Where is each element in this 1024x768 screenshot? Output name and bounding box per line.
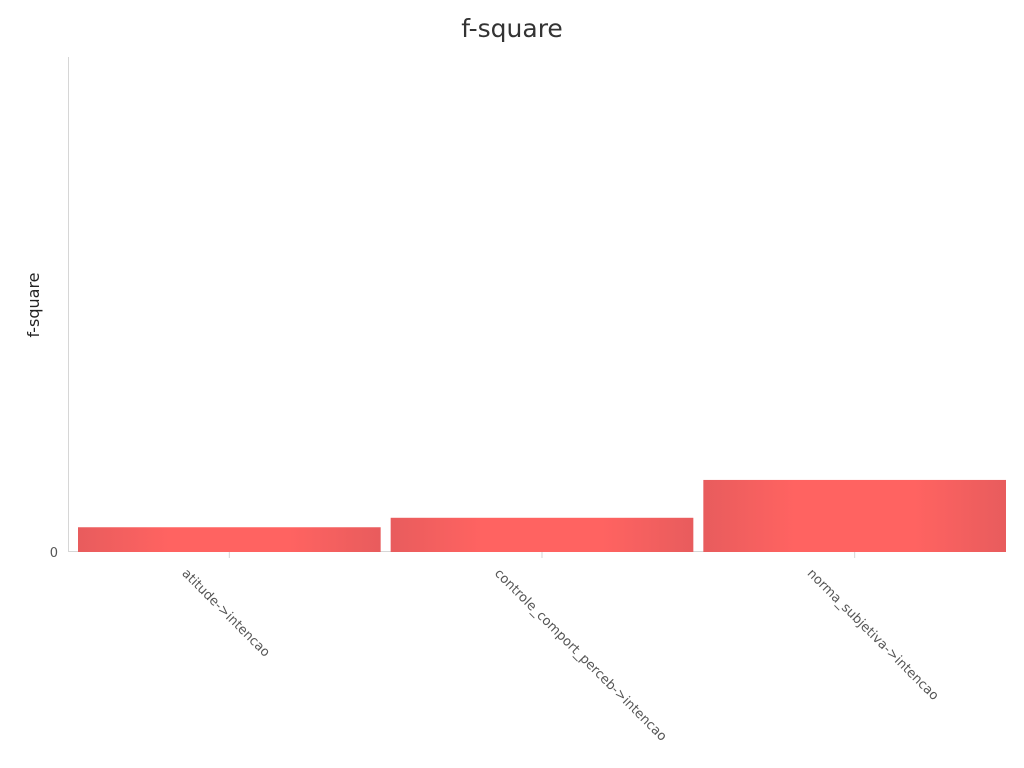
x-ticks-group: atitude->intencao controle_comport_perceb… — [179, 552, 942, 744]
y-tick-label: 0 — [50, 546, 58, 561]
y-ticks-group: 0 — [50, 546, 58, 561]
chart-title: f-square — [461, 14, 563, 43]
bars-group — [78, 479, 1006, 552]
y-axis-title: f-square — [24, 272, 43, 337]
bar-0[interactable] — [78, 527, 381, 552]
x-tick-label: controle_comport_perceb->intencao — [491, 566, 669, 744]
x-tick-label: atitude->intencao — [179, 566, 273, 660]
bar-1[interactable] — [390, 517, 694, 552]
bar-2[interactable] — [703, 479, 1006, 552]
x-tick-label: norma_subjetiva->intencao — [804, 566, 942, 704]
